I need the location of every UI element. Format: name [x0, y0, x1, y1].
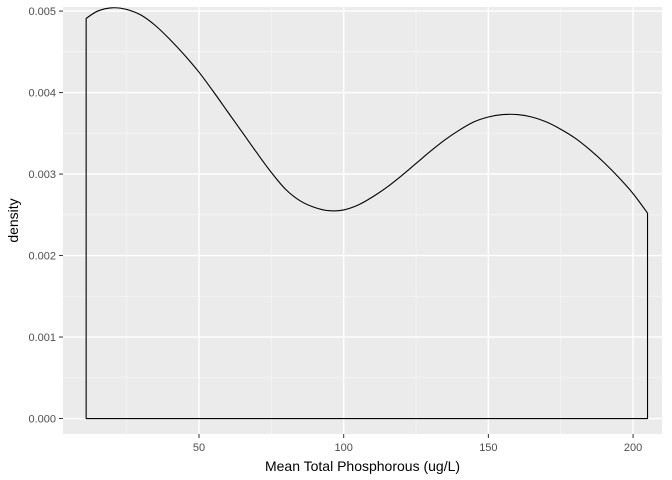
x-tick-label: 50	[193, 442, 205, 454]
x-axis: 50 100 150 200	[193, 434, 642, 454]
y-tick-label: 0.004	[28, 88, 56, 100]
y-axis-title: density	[5, 198, 21, 242]
x-tick-label: 150	[479, 442, 497, 454]
plot-panel	[63, 7, 662, 434]
y-tick-label: 0.002	[28, 251, 56, 263]
x-tick-label: 100	[335, 442, 353, 454]
density-curve-layer	[85, 7, 649, 420]
x-tick-label: 200	[624, 442, 642, 454]
y-tick-label: 0.003	[28, 169, 56, 181]
y-tick-label: 0.000	[28, 414, 56, 426]
y-tick-label: 0.001	[28, 332, 56, 344]
x-axis-title: Mean Total Phosphorous (ug/L)	[265, 458, 460, 474]
y-tick-label: 0.005	[28, 6, 56, 18]
y-axis: 0.000 0.001 0.002 0.003 0.004 0.005	[28, 6, 63, 426]
density-curve	[85, 7, 649, 420]
